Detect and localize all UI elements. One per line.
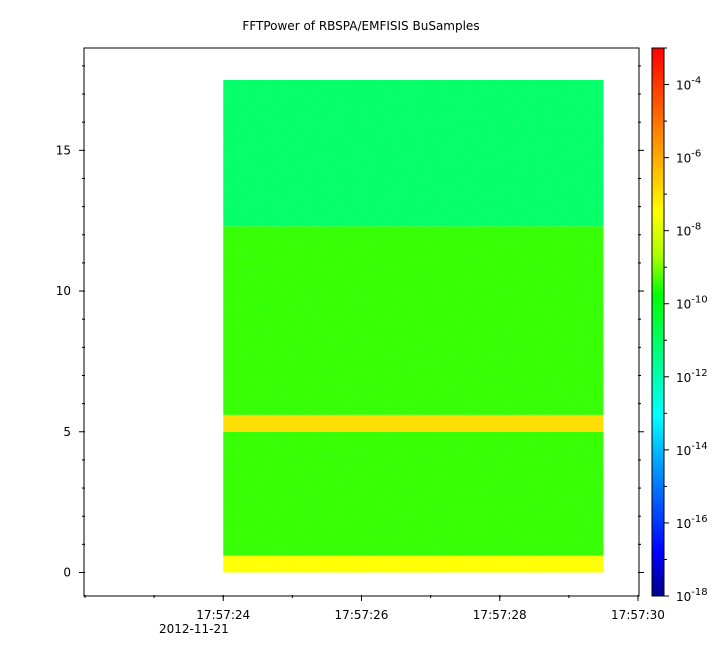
cbar-tick-label-4: 10-12 xyxy=(676,368,708,385)
cbar-tick-label-7: 10-18 xyxy=(676,587,708,604)
y-axis: 0 5 10 15 xyxy=(56,65,644,579)
colorbar: 10-4 10-6 10-8 10-10 10-12 10-14 10-16 10-18 xyxy=(651,47,708,604)
plot-area xyxy=(83,47,640,597)
cbar-tick-label-5: 10-14 xyxy=(676,441,708,458)
x-tick-label-2: 17:57:28 xyxy=(473,608,527,622)
colorbar-gradient xyxy=(651,47,665,597)
cbar-tick-label-1: 10-6 xyxy=(676,149,701,166)
cbar-tick-label-6: 10-16 xyxy=(676,514,708,531)
cbar-tick-label-2: 10-8 xyxy=(676,222,701,239)
chart-title: FFTPower of RBSPA/EMFISIS BuSamples xyxy=(242,19,479,33)
cbar-tick-label-3: 10-10 xyxy=(676,295,708,312)
x-tick-label-3: 17:57:30 xyxy=(611,608,665,622)
colorbar-ticks: 10-4 10-6 10-8 10-10 10-12 10-14 10-16 10-18 xyxy=(664,47,708,604)
spectrogram-noise xyxy=(223,79,604,573)
x-tick-label-1: 17:57:26 xyxy=(335,608,389,622)
y-tick-label-1: 5 xyxy=(63,425,71,439)
y-tick-label-2: 10 xyxy=(56,284,71,298)
x-axis: 17:57:24 17:57:26 17:57:28 17:57:30 xyxy=(84,595,665,622)
y-tick-label-3: 15 xyxy=(56,143,71,157)
cbar-tick-label-0: 10-4 xyxy=(676,76,701,93)
x-axis-date-label: 2012-11-21 xyxy=(159,622,229,636)
x-tick-label-0: 17:57:24 xyxy=(196,608,250,622)
y-tick-label-0: 0 xyxy=(63,565,71,579)
